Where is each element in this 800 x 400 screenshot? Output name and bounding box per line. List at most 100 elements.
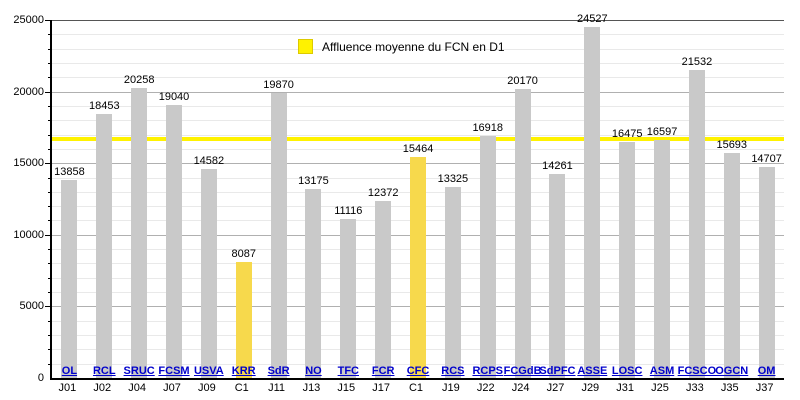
matchday-label: J24 [511, 382, 530, 394]
opponent-link[interactable]: SdPFC [539, 365, 576, 377]
minor-gridline [52, 77, 784, 79]
y-axis-tick [48, 120, 52, 122]
attendance-bar [200, 169, 217, 378]
bar-value-label: 16597 [646, 126, 678, 139]
opponent-link[interactable]: OM [757, 365, 776, 377]
bar-group: 15464 CFC [401, 20, 436, 378]
opponent-link[interactable]: TFC [337, 365, 359, 377]
bar-group: 24527 ASSE [575, 13, 610, 378]
attendance-bar [375, 200, 392, 378]
minor-gridline [52, 148, 784, 150]
bar-value-label: 19040 [158, 91, 190, 104]
bar-value-label: 20170 [507, 75, 538, 88]
y-axis-tick [45, 306, 52, 308]
bar-value-label: 15693 [716, 139, 748, 152]
minor-gridline [52, 120, 784, 122]
bar-group: 20258 SRUC [122, 20, 157, 378]
matchday-label: J31 [616, 382, 635, 394]
attendance-bar [444, 187, 461, 378]
opponent-link[interactable]: RCS [441, 365, 465, 377]
bar-group: 14707 OM [749, 20, 784, 378]
bar-value-label: 14261 [542, 159, 573, 172]
opponent-link[interactable]: FCGdB [503, 365, 542, 377]
bar-value-label: 8087 [231, 248, 256, 261]
matchday-label: C1 [408, 382, 424, 394]
y-axis-tick [48, 349, 52, 351]
y-axis-tick [45, 20, 52, 21]
minor-gridline [52, 62, 784, 64]
legend: Affluence moyenne du FCN en D1 [298, 39, 505, 54]
opponent-link[interactable]: OL [61, 365, 78, 377]
bar-group: 14582 USVA [191, 20, 226, 378]
legend-swatch-icon [298, 39, 313, 54]
matchday-label: J04 [128, 382, 147, 394]
bar-group: 16597 ASM [645, 20, 680, 378]
attendance-bar [723, 153, 740, 378]
opponent-link[interactable]: SdR [267, 365, 290, 377]
opponent-link[interactable]: OGCN [715, 365, 749, 377]
y-axis-tick [48, 77, 52, 79]
average-attendance-line [52, 137, 784, 142]
y-axis-tick-label: 25000 [13, 14, 44, 26]
bar-value-label: 11116 [334, 204, 363, 217]
opponent-link[interactable]: KRR [231, 365, 256, 377]
y-axis-tick [48, 206, 52, 208]
matchday-label: J02 [93, 382, 112, 394]
bar-group: 21532 FCSCO [677, 20, 717, 378]
bar-value-label: 13175 [298, 175, 329, 188]
bar-value-label: 20258 [123, 73, 155, 86]
minor-gridline [52, 34, 784, 36]
bar-group: 15693 OGCN [714, 20, 749, 378]
bar-value-label: 24527 [577, 12, 608, 25]
bar-group: 19040 FCSM [157, 20, 192, 378]
attendance-bar-cup [410, 156, 427, 378]
matchday-label: J09 [197, 382, 216, 394]
y-axis-tick [48, 277, 52, 279]
y-axis-tick [48, 263, 52, 265]
bar-group: 16918 RCPS [470, 20, 505, 378]
bar-value-label: 21532 [681, 55, 713, 68]
matchday-label: J27 [546, 382, 565, 394]
bar-group: 13325 RCS [435, 20, 470, 378]
y-axis-tick [45, 91, 52, 93]
opponent-link[interactable]: ASSE [577, 365, 608, 377]
opponent-link[interactable]: RCL [92, 365, 116, 377]
attendance-bar [166, 105, 182, 378]
y-axis-tick [48, 148, 52, 150]
matchday-label: J19 [442, 382, 460, 394]
opponent-link[interactable]: RCPS [472, 365, 504, 377]
matchday-label: J37 [755, 382, 774, 394]
attendance-bar [270, 93, 287, 378]
bar-group: 19870 SdR [261, 20, 296, 378]
y-axis-tick [48, 320, 52, 322]
opponent-link[interactable]: ASM [649, 365, 675, 377]
opponent-link[interactable]: LOSC [611, 365, 643, 377]
opponent-link[interactable]: FCSM [158, 365, 190, 377]
bar-group: 13858 OL [52, 20, 87, 378]
matchday-label: J13 [302, 382, 321, 394]
y-axis-tick [48, 134, 52, 136]
y-axis-tick [48, 48, 52, 50]
matchday-label: J22 [476, 382, 495, 394]
major-gridline [52, 20, 784, 21]
bar-group: 13175 NO [296, 20, 331, 378]
attendance-bar-cup [235, 262, 252, 378]
bar-value-label: 13325 [437, 173, 469, 186]
opponent-link[interactable]: USVA [193, 365, 224, 377]
plot-area: 13858 OL 18453 RCL 20258 SRUC 19040 FCSM 14582 US… [45, 13, 784, 380]
y-axis-tick [48, 105, 52, 107]
opponent-link[interactable]: SRUC [123, 365, 155, 377]
attendance-bar [61, 179, 78, 378]
opponent-link[interactable]: NO [305, 365, 322, 377]
bar-value-label: 16475 [611, 128, 643, 141]
matchday-label: J29 [581, 382, 600, 394]
bar-value-label: 18453 [88, 99, 120, 112]
bar-group: 12372 FCR [366, 20, 401, 378]
matchday-label: J33 [686, 382, 704, 394]
y-axis-tick [48, 191, 52, 193]
opponent-link[interactable]: FCR [371, 365, 395, 377]
bar-value-label: 15464 [402, 142, 434, 155]
matchday-label: J35 [720, 382, 739, 394]
opponent-link[interactable]: FCSCO [677, 365, 717, 377]
opponent-link[interactable]: CFC [406, 365, 430, 377]
